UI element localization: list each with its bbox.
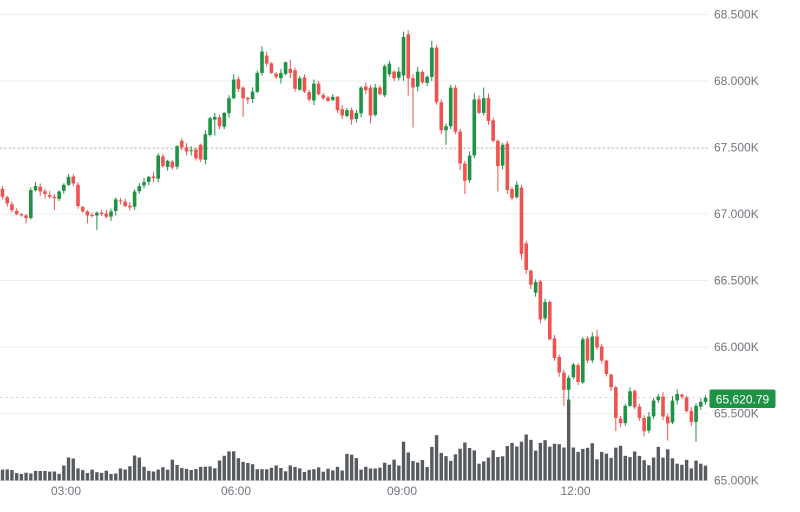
svg-text:65.500K: 65.500K (714, 407, 759, 421)
svg-text:67.000K: 67.000K (714, 207, 759, 221)
svg-text:06:00: 06:00 (221, 484, 251, 498)
svg-text:66.500K: 66.500K (714, 274, 759, 288)
svg-text:68.000K: 68.000K (714, 74, 759, 88)
svg-text:68.500K: 68.500K (714, 8, 759, 22)
svg-text:09:00: 09:00 (387, 484, 417, 498)
svg-text:03:00: 03:00 (51, 484, 81, 498)
svg-text:65.000K: 65.000K (714, 474, 759, 488)
svg-text:67.500K: 67.500K (714, 141, 759, 155)
svg-text:65,620.79: 65,620.79 (716, 392, 770, 406)
svg-text:66.000K: 66.000K (714, 340, 759, 354)
svg-text:12:00: 12:00 (560, 484, 590, 498)
